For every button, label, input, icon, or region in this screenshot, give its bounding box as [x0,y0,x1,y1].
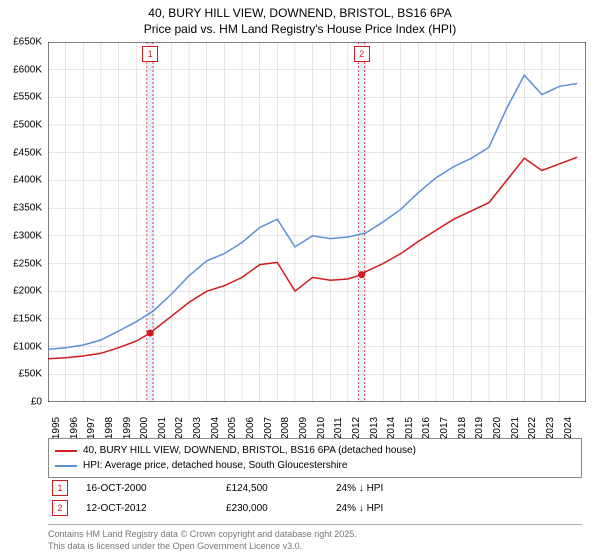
marker-date: 12-OCT-2012 [86,503,226,514]
x-tick-label: 1999 [122,417,133,439]
x-tick-label: 2018 [457,417,468,439]
marker-date: 16-OCT-2000 [86,483,226,494]
marker-badge: 2 [52,500,68,516]
x-tick-label: 2011 [333,417,344,439]
title-line-2: Price paid vs. HM Land Registry's House … [0,22,600,38]
marker-diff: 24% ↓ HPI [336,483,436,494]
marker-badge: 1 [52,480,68,496]
x-tick-label: 2003 [192,417,203,439]
x-tick-label: 2019 [474,417,485,439]
x-tick-label: 2024 [563,417,574,439]
x-axis-labels: 1995199619971998199920002001200220032004… [48,404,586,432]
chart-svg [48,42,586,402]
marker-price: £124,500 [226,483,336,494]
x-tick-label: 2006 [245,417,256,439]
x-tick-label: 2005 [227,417,238,439]
marker-detail-row: 2 12-OCT-2012£230,00024% ↓ HPI [48,498,582,518]
y-tick-label: £550K [13,92,42,103]
x-tick-label: 2012 [351,417,362,439]
legend-box: 40, BURY HILL VIEW, DOWNEND, BRISTOL, BS… [48,438,582,478]
legend-swatch [55,450,77,452]
x-tick-label: 2021 [510,417,521,439]
footer-line-2: This data is licensed under the Open Gov… [48,541,582,553]
y-tick-label: £0 [31,397,42,408]
x-tick-label: 2014 [386,417,397,439]
x-tick-label: 2023 [545,417,556,439]
y-axis-labels: £0£50K£100K£150K£200K£250K£300K£350K£400… [0,42,44,402]
y-tick-label: £150K [13,313,42,324]
chart-marker-badge-1: 1 [142,46,158,62]
y-tick-label: £350K [13,203,42,214]
y-tick-label: £300K [13,230,42,241]
x-tick-label: 2020 [492,417,503,439]
x-tick-label: 2022 [527,417,538,439]
marker-price: £230,000 [226,503,336,514]
legend-row: HPI: Average price, detached house, Sout… [55,458,575,473]
chart-container: 40, BURY HILL VIEW, DOWNEND, BRISTOL, BS… [0,0,600,560]
x-tick-label: 2010 [316,417,327,439]
marker-diff: 24% ↓ HPI [336,503,436,514]
legend-label: HPI: Average price, detached house, Sout… [83,458,347,473]
x-tick-label: 1998 [104,417,115,439]
y-tick-label: £250K [13,258,42,269]
x-tick-label: 2009 [298,417,309,439]
y-tick-label: £400K [13,175,42,186]
x-tick-label: 2017 [439,417,450,439]
chart-plot-area: 12 [48,42,586,402]
y-tick-label: £500K [13,120,42,131]
y-tick-label: £450K [13,147,42,158]
x-tick-label: 1997 [86,417,97,439]
y-tick-label: £50K [19,369,42,380]
x-tick-label: 1996 [69,417,80,439]
x-tick-label: 2015 [404,417,415,439]
x-tick-label: 2002 [174,417,185,439]
x-tick-label: 1995 [51,417,62,439]
markers-panel: 1 16-OCT-2000£124,50024% ↓ HPI 2 12-OCT-201… [48,478,582,552]
legend-label: 40, BURY HILL VIEW, DOWNEND, BRISTOL, BS… [83,443,416,458]
footer: Contains HM Land Registry data © Crown c… [48,524,582,552]
x-tick-label: 2008 [280,417,291,439]
legend-row: 40, BURY HILL VIEW, DOWNEND, BRISTOL, BS… [55,443,575,458]
y-tick-label: £200K [13,286,42,297]
marker-detail-row: 1 16-OCT-2000£124,50024% ↓ HPI [48,478,582,498]
x-tick-label: 2001 [157,417,168,439]
x-tick-label: 2000 [139,417,150,439]
chart-marker-badge-2: 2 [354,46,370,62]
x-tick-label: 2007 [263,417,274,439]
chart-title: 40, BURY HILL VIEW, DOWNEND, BRISTOL, BS… [0,0,600,37]
footer-line-1: Contains HM Land Registry data © Crown c… [48,529,582,541]
y-tick-label: £600K [13,64,42,75]
x-tick-label: 2016 [421,417,432,439]
x-tick-label: 2013 [369,417,380,439]
legend-swatch [55,465,77,467]
marker-rows: 1 16-OCT-2000£124,50024% ↓ HPI 2 12-OCT-201… [48,478,582,518]
title-line-1: 40, BURY HILL VIEW, DOWNEND, BRISTOL, BS… [0,6,600,22]
y-tick-label: £650K [13,37,42,48]
y-tick-label: £100K [13,341,42,352]
x-tick-label: 2004 [210,417,221,439]
